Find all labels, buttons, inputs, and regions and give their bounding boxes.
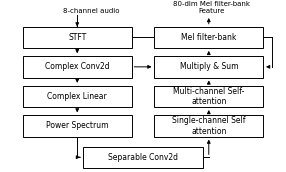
FancyBboxPatch shape — [83, 147, 203, 168]
FancyBboxPatch shape — [154, 27, 263, 48]
Text: Multiply & Sum: Multiply & Sum — [180, 62, 238, 71]
Text: Mel filter-bank: Mel filter-bank — [181, 33, 237, 42]
Text: Separable Conv2d: Separable Conv2d — [108, 153, 178, 162]
Text: Complex Linear: Complex Linear — [47, 92, 107, 101]
Text: Power Spectrum: Power Spectrum — [46, 121, 108, 131]
Text: 8-channel audio: 8-channel audio — [63, 8, 120, 14]
FancyBboxPatch shape — [23, 86, 132, 107]
FancyBboxPatch shape — [23, 56, 132, 78]
Text: Single-channel Self
attention: Single-channel Self attention — [172, 116, 245, 136]
Text: 80-dim Mel filter-bank
Feature: 80-dim Mel filter-bank Feature — [173, 1, 250, 14]
FancyBboxPatch shape — [154, 86, 263, 107]
Text: STFT: STFT — [68, 33, 86, 42]
FancyBboxPatch shape — [154, 115, 263, 137]
FancyBboxPatch shape — [154, 56, 263, 78]
Text: Complex Conv2d: Complex Conv2d — [45, 62, 110, 71]
Text: Multi-channel Self-
attention: Multi-channel Self- attention — [173, 87, 245, 106]
FancyBboxPatch shape — [23, 27, 132, 48]
FancyBboxPatch shape — [23, 115, 132, 137]
